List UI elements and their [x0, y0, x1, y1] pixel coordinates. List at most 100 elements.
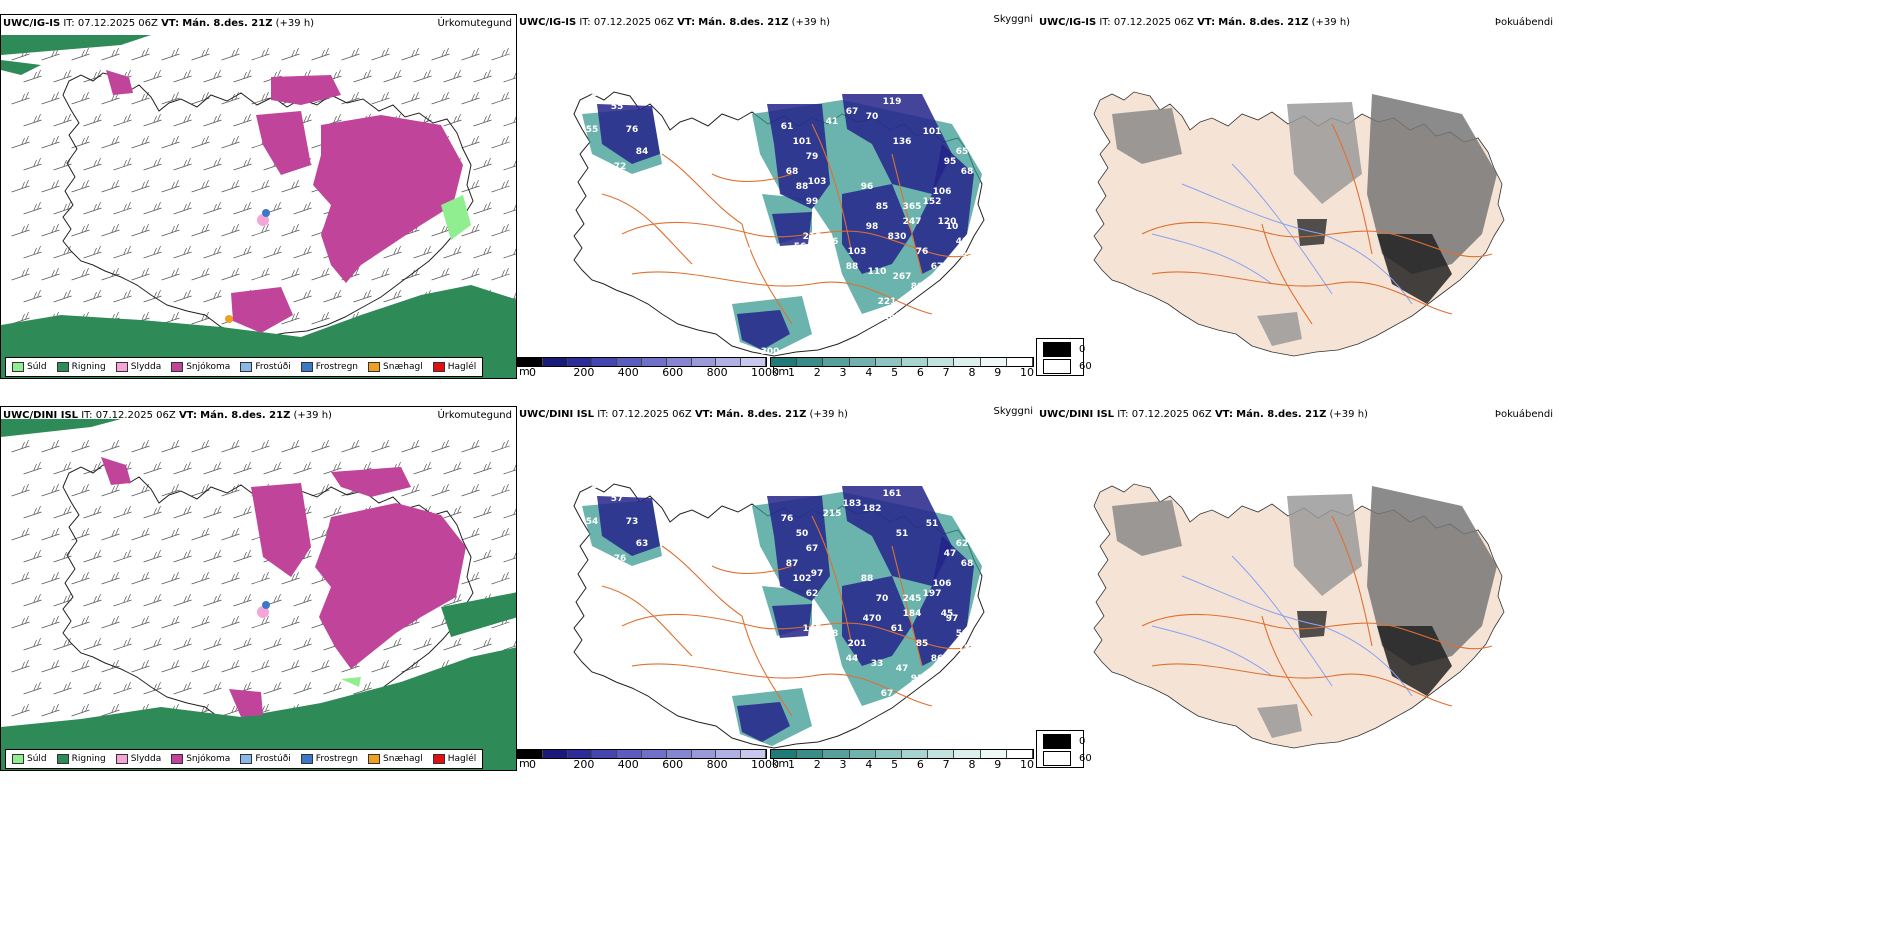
ceiling-value: 138: [958, 644, 977, 654]
colorbar-tick: 10: [1020, 758, 1034, 771]
wind-barb: [323, 681, 342, 695]
wind-barb: [473, 505, 492, 519]
ceiling-value: 55: [586, 125, 599, 135]
wind-barb: [281, 659, 300, 673]
legend-item: Frostúði: [240, 362, 291, 372]
river: [1231, 163, 1333, 295]
ceiling-value: 470: [863, 614, 882, 624]
wind-barb: [173, 461, 192, 475]
wind-barb: [203, 549, 222, 563]
wind-barb: [11, 439, 30, 453]
wind-barb: [53, 681, 72, 695]
low-ceiling-area: [912, 144, 974, 274]
wind-barb: [161, 91, 180, 105]
wind-barb: [101, 135, 120, 149]
wind-barb: [53, 69, 72, 83]
legend-label: Frostúði: [255, 362, 291, 372]
wind-barb: [323, 289, 342, 303]
legend-swatch: [171, 754, 184, 764]
ceiling-value: 53: [961, 252, 974, 262]
ceiling-value: 182: [863, 504, 882, 514]
wind-barb: [131, 439, 150, 453]
wind-barb: [83, 113, 102, 127]
wind-barb: [101, 615, 120, 629]
low-ceiling-area: [597, 104, 660, 164]
colorbar-segment: [849, 358, 876, 366]
wind-barb: [113, 637, 132, 651]
ceiling-value: 48: [956, 237, 969, 247]
rain-area: [1, 647, 516, 770]
wind-barb: [461, 179, 480, 193]
fog-map-canvas: [1093, 91, 1505, 357]
fog-legend-1: 0 60: [1036, 338, 1092, 376]
wind-barb: [281, 179, 300, 193]
ceiling-value: 88: [926, 689, 939, 699]
ceiling-value: 207: [591, 481, 610, 491]
fog-legend-label: 60: [1079, 753, 1092, 764]
wind-barb: [161, 527, 180, 541]
legend-swatch: [432, 754, 445, 764]
wind-barb: [11, 223, 30, 237]
wind-barb: [233, 201, 252, 215]
fog-title: Þokuábendi: [1494, 17, 1553, 28]
wind-barb: [281, 223, 300, 237]
wind-barb: [191, 439, 210, 453]
ceiling-value: 65: [956, 147, 969, 157]
snow-area: [315, 503, 466, 669]
wind-barb: [503, 116, 516, 127]
wind-barb: [233, 593, 252, 607]
wind-barb: [41, 527, 60, 541]
wind-barb: [161, 135, 180, 149]
river: [1151, 233, 1273, 285]
wind-barb: [371, 439, 390, 453]
legend-swatch: [115, 754, 128, 764]
ceiling-value: 57: [611, 494, 624, 504]
panel-header: UWC/IG-IS IT: 07.12.2025 06Z VT: Mán. 8.…: [519, 17, 831, 28]
ceiling-value: 88: [846, 262, 859, 272]
ceiling-value: 51: [926, 297, 939, 307]
colorbar-segment: [641, 750, 667, 758]
wind-barb: [53, 245, 72, 259]
wind-barb: [191, 179, 210, 193]
legend-swatch: [115, 362, 128, 372]
fog-shading: [1257, 704, 1302, 738]
wind-barb: [233, 69, 252, 83]
legend-item: Snæhagl: [368, 754, 423, 764]
colorbar-segment: [875, 750, 903, 758]
wind-barb: [143, 593, 162, 607]
wind-barb: [341, 47, 360, 61]
wind-barb: [413, 637, 432, 651]
road: [1151, 271, 1453, 315]
wind-barb: [281, 439, 300, 453]
wind-barb: [41, 439, 60, 453]
fog-legend-label: 0: [1079, 736, 1086, 747]
ceiling-value: 106: [933, 579, 952, 589]
wind-barb: [233, 113, 252, 127]
fog-legend-swatch: [1043, 751, 1071, 766]
colorbar-segment: [617, 358, 642, 366]
wind-barb: [53, 289, 72, 303]
wind-barb: [173, 549, 192, 563]
ceiling-value: 161: [883, 312, 902, 322]
wind-barb: [11, 659, 30, 673]
colorbar-tick: 200: [573, 366, 595, 379]
wind-barb: [143, 637, 162, 651]
fog-shading: [1287, 494, 1362, 596]
ceiling-value: 267: [893, 272, 912, 282]
wind-barb: [491, 91, 510, 105]
low-ceiling-area: [772, 212, 812, 246]
wind-barb: [401, 47, 420, 61]
colorbar-tick: 400: [617, 366, 639, 379]
legend-label: Frostregn: [315, 754, 359, 764]
ceiling-value: 61: [768, 257, 781, 267]
ceiling-value: 120: [938, 217, 957, 227]
ceiling-value: 210: [803, 232, 822, 242]
ceiling-value: 184: [903, 609, 922, 619]
ceiling-value: 97: [946, 614, 959, 624]
ceiling-value: 152: [923, 197, 942, 207]
wind-barb: [41, 179, 60, 193]
road: [811, 123, 853, 255]
wind-barb: [473, 201, 492, 215]
ceiling-value: 221: [878, 297, 897, 307]
low-ceiling-area: [842, 576, 912, 666]
